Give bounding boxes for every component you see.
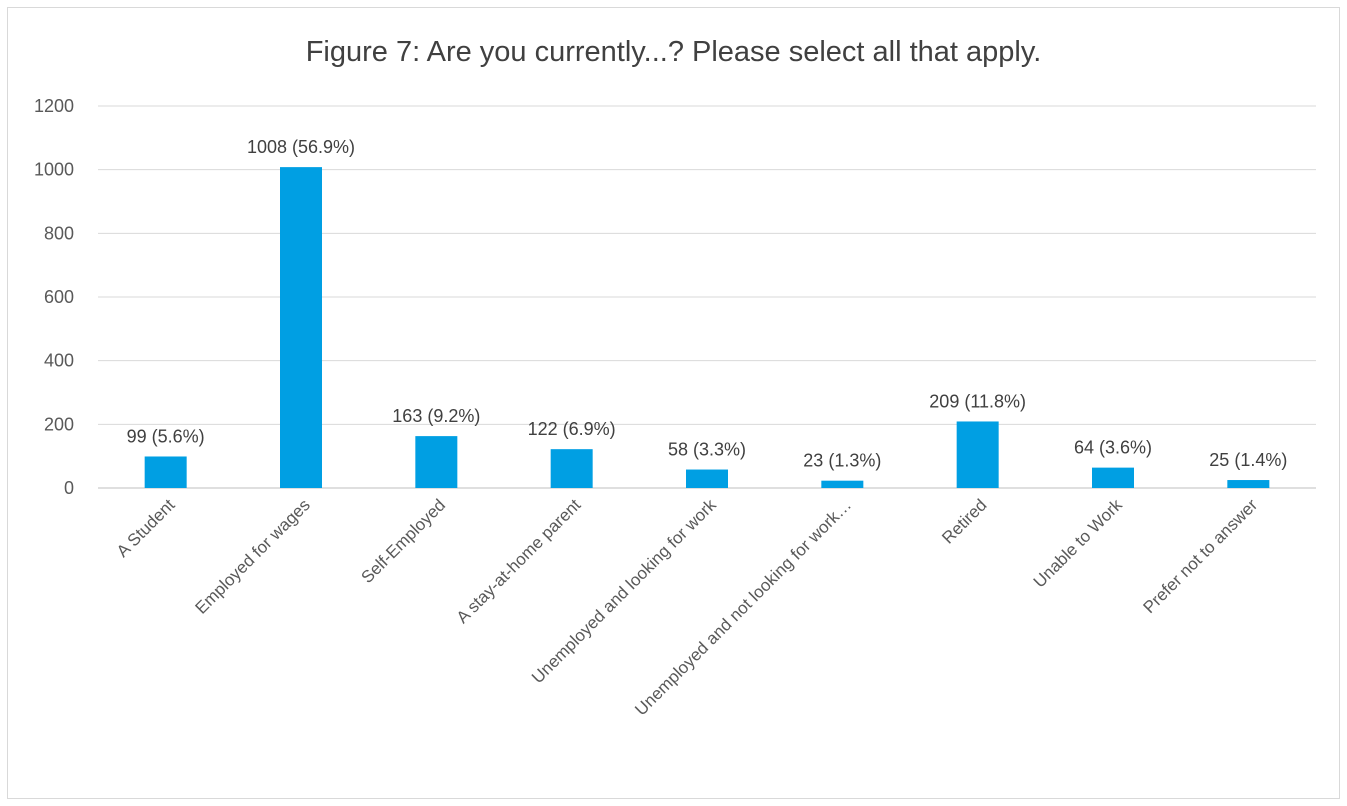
y-tick-label: 800 bbox=[44, 223, 74, 243]
bars bbox=[144, 167, 1270, 488]
chart-frame bbox=[7, 7, 1340, 799]
category-labels: A Student Employed for wages Self-Employed… bbox=[113, 495, 1261, 719]
category-label: Unemployed and not looking for work… bbox=[631, 495, 855, 719]
data-label: 209 (11.8%) bbox=[929, 391, 1026, 411]
data-label: 1008 (56.9%) bbox=[247, 137, 355, 157]
y-tick-label: 400 bbox=[44, 351, 74, 371]
chart-title: Figure 7: Are you currently...? Please s… bbox=[305, 36, 1042, 68]
bar bbox=[144, 456, 187, 488]
bar bbox=[415, 436, 458, 488]
data-label: 99 (5.6%) bbox=[127, 426, 205, 446]
data-label: 64 (3.6%) bbox=[1074, 438, 1152, 458]
bar bbox=[550, 449, 593, 488]
data-label: 122 (6.9%) bbox=[528, 419, 616, 439]
y-axis-ticks: 0 200 400 600 800 1000 1200 bbox=[34, 96, 74, 498]
category-label: Prefer not to answer bbox=[1139, 495, 1261, 617]
bar bbox=[1092, 467, 1134, 488]
category-label: A Student bbox=[113, 495, 179, 561]
category-label: Unable to Work bbox=[1030, 495, 1126, 591]
y-tick-label: 1000 bbox=[34, 160, 74, 180]
y-tick-label: 200 bbox=[44, 414, 74, 434]
bar bbox=[1227, 480, 1270, 488]
bar bbox=[821, 480, 864, 488]
category-label: Retired bbox=[938, 495, 990, 547]
category-label: A stay-at-home parent bbox=[453, 495, 585, 627]
bar bbox=[280, 167, 322, 488]
data-label: 23 (1.3%) bbox=[803, 451, 881, 471]
bar bbox=[686, 469, 728, 488]
category-label: Self-Employed bbox=[358, 495, 450, 587]
y-tick-label: 1200 bbox=[34, 96, 74, 116]
y-tick-label: 0 bbox=[64, 478, 74, 498]
data-labels: 99 (5.6%) 1008 (56.9%) 163 (9.2%) 122 (6.9%… bbox=[127, 137, 1288, 471]
data-label: 163 (9.2%) bbox=[392, 406, 480, 426]
data-label: 58 (3.3%) bbox=[668, 440, 746, 460]
bar bbox=[956, 421, 999, 488]
category-label: Employed for wages bbox=[191, 495, 313, 617]
y-tick-label: 600 bbox=[44, 287, 74, 307]
data-label: 25 (1.4%) bbox=[1209, 450, 1287, 470]
